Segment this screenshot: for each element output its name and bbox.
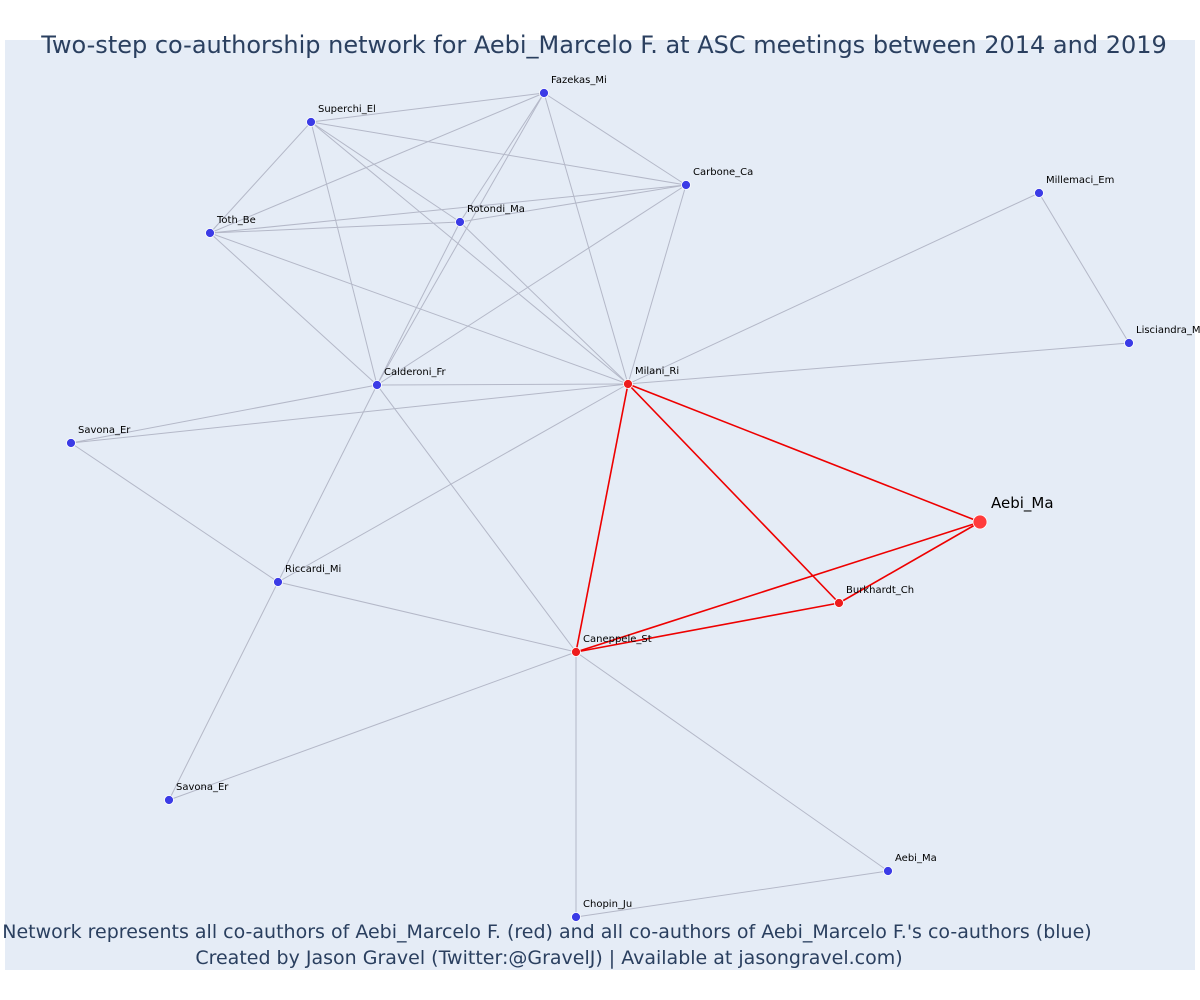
edge-savona1-milani xyxy=(70,383,629,444)
node-marker[interactable] xyxy=(372,380,382,390)
node-label: Milani_Ri xyxy=(635,366,679,377)
node-marker[interactable] xyxy=(273,577,283,587)
edge-millemaci-lisciandra xyxy=(1038,192,1130,344)
node-calderoni[interactable]: Calderoni_Fr xyxy=(372,367,447,390)
edge-chopin-aebi2 xyxy=(575,870,889,918)
node-layer: Fazekas_Mi Superchi_El Carbone_Ca Rotondi_M… xyxy=(66,75,1200,922)
edge-toth-rotondi xyxy=(209,221,461,234)
node-rotondi[interactable]: Rotondi_Ma xyxy=(455,204,525,227)
edge-savona1-riccardi xyxy=(70,442,279,583)
edge-carbone-milani xyxy=(627,184,687,385)
edge-calderoni-caneppele xyxy=(376,384,577,653)
edge-fazekas-calderoni xyxy=(376,92,545,386)
node-label: Toth_Be xyxy=(216,215,256,226)
edge-superchi-carbone xyxy=(310,121,687,186)
edge-fazekas-superchi xyxy=(310,92,545,123)
edge-milani-burkhardt xyxy=(627,383,840,604)
edge-lisciandra-milani xyxy=(627,342,1130,385)
node-label: Savona_Er xyxy=(78,425,131,436)
edge-rotondi-carbone xyxy=(459,184,687,223)
node-marker[interactable] xyxy=(1124,338,1134,348)
caption-line-2: Created by Jason Gravel (Twitter:@Gravel… xyxy=(195,947,902,969)
node-chopin[interactable]: Chopin_Ju xyxy=(571,899,633,922)
edge-superchi-rotondi xyxy=(310,121,461,223)
chart-title: Two-step co-authorship network for Aebi_… xyxy=(40,31,1167,59)
node-aebi2[interactable]: Aebi_Ma xyxy=(883,853,937,876)
edge-rotondi-milani xyxy=(459,221,629,385)
node-label: Aebi_Ma xyxy=(895,853,937,864)
edge-fazekas-carbone xyxy=(543,92,687,186)
node-aebi_focal[interactable]: Aebi_Ma xyxy=(972,494,1054,530)
node-marker[interactable] xyxy=(623,379,633,389)
node-label: Rotondi_Ma xyxy=(467,204,525,215)
node-carbone[interactable]: Carbone_Ca xyxy=(681,167,754,190)
edge-superchi-milani xyxy=(310,121,629,385)
node-marker[interactable] xyxy=(571,647,581,657)
node-milani[interactable]: Milani_Ri xyxy=(623,366,680,389)
edge-rotondi-calderoni xyxy=(376,221,461,386)
node-label: Superchi_El xyxy=(318,104,376,115)
node-marker[interactable] xyxy=(1034,188,1044,198)
edge-fazekas-milani xyxy=(543,92,629,385)
edge-savona2-caneppele xyxy=(168,651,577,801)
node-label: Caneppele_St xyxy=(583,634,652,645)
node-marker[interactable] xyxy=(455,217,465,227)
node-label: Calderoni_Fr xyxy=(384,367,447,378)
node-marker[interactable] xyxy=(205,228,215,238)
edge-caneppele-aebi2 xyxy=(575,651,889,872)
node-marker[interactable] xyxy=(539,88,549,98)
node-marker[interactable] xyxy=(834,598,844,608)
node-millemaci[interactable]: Millemaci_Em xyxy=(1034,175,1115,198)
node-marker[interactable] xyxy=(972,514,988,530)
node-label: Lisciandra_M xyxy=(1136,325,1200,336)
plot-area xyxy=(5,40,1195,970)
node-marker[interactable] xyxy=(164,795,174,805)
edge-calderoni-savona1 xyxy=(70,384,378,444)
node-riccardi[interactable]: Riccardi_Mi xyxy=(273,564,342,587)
node-label: Fazekas_Mi xyxy=(551,75,607,86)
edge-fazekas-toth xyxy=(209,92,545,234)
caption-line-1: Network represents all co-authors of Aeb… xyxy=(2,921,1091,943)
edge-layer xyxy=(70,92,1130,918)
node-savona2[interactable]: Savona_Er xyxy=(164,782,230,805)
node-label: Burkhardt_Ch xyxy=(846,585,914,596)
node-marker[interactable] xyxy=(681,180,691,190)
edge-milani-caneppele xyxy=(575,383,629,653)
edge-carbone-calderoni xyxy=(376,184,687,386)
node-label: Millemaci_Em xyxy=(1046,175,1114,186)
node-lisciandra[interactable]: Lisciandra_M xyxy=(1124,325,1200,348)
node-superchi[interactable]: Superchi_El xyxy=(306,104,376,127)
edge-millemaci-milani xyxy=(627,192,1040,385)
edge-toth-calderoni xyxy=(209,232,378,386)
node-label: Savona_Er xyxy=(176,782,229,793)
edge-aebi_focal-milani xyxy=(627,383,981,523)
node-label: Carbone_Ca xyxy=(693,167,753,178)
node-marker[interactable] xyxy=(66,438,76,448)
node-label: Aebi_Ma xyxy=(991,494,1054,513)
edge-riccardi-savona2 xyxy=(168,581,279,801)
edge-burkhardt-caneppele xyxy=(575,602,840,653)
node-label: Riccardi_Mi xyxy=(285,564,341,575)
edge-superchi-toth xyxy=(209,121,312,234)
edge-aebi_focal-caneppele xyxy=(575,521,981,653)
node-fazekas[interactable]: Fazekas_Mi xyxy=(539,75,607,98)
node-marker[interactable] xyxy=(306,117,316,127)
edge-superchi-calderoni xyxy=(310,121,378,386)
edge-aebi_focal-burkhardt xyxy=(838,521,981,604)
node-burkhardt[interactable]: Burkhardt_Ch xyxy=(834,585,915,608)
edge-toth-milani xyxy=(209,232,629,385)
edge-calderoni-riccardi xyxy=(277,384,378,583)
edge-toth-carbone xyxy=(209,184,687,234)
node-marker[interactable] xyxy=(571,912,581,922)
edge-riccardi-milani xyxy=(277,383,629,583)
edge-fazekas-rotondi xyxy=(459,92,545,223)
node-caneppele[interactable]: Caneppele_St xyxy=(571,634,652,657)
node-savona1[interactable]: Savona_Er xyxy=(66,425,132,448)
node-marker[interactable] xyxy=(883,866,893,876)
node-label: Chopin_Ju xyxy=(583,899,632,910)
node-toth[interactable]: Toth_Be xyxy=(205,215,256,238)
edge-riccardi-caneppele xyxy=(277,581,577,653)
edge-calderoni-milani xyxy=(376,383,629,386)
